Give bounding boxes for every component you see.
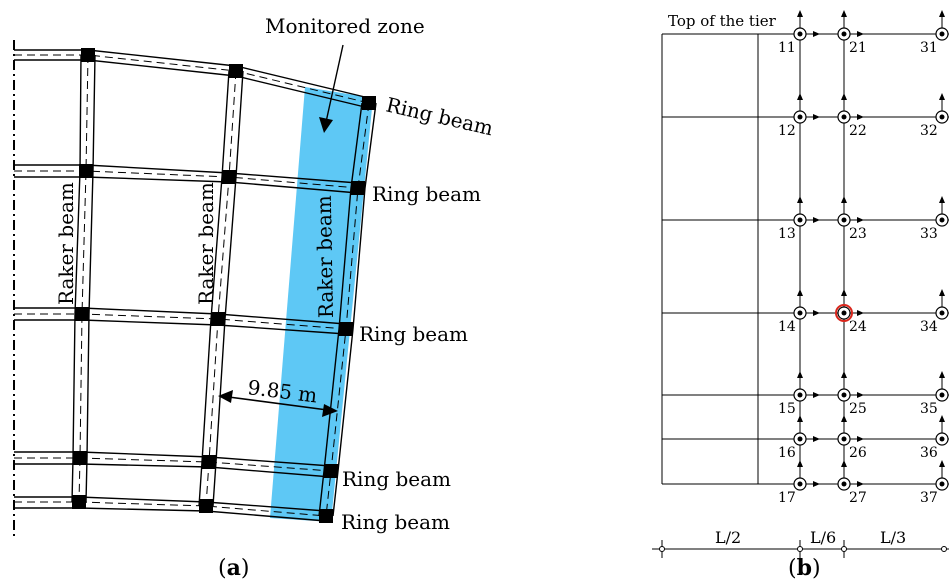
sensor-node-12: 12 bbox=[778, 93, 820, 139]
top-of-tier-label: Top of the tier bbox=[668, 12, 777, 30]
joint-node bbox=[351, 181, 365, 195]
sensor-node-25: 25 bbox=[837, 371, 867, 417]
sensor-node-21: 21 bbox=[837, 10, 867, 56]
sensor-label-25: 25 bbox=[849, 401, 867, 417]
sensor-node-37: 37 bbox=[920, 460, 949, 506]
sensor-node-32: 32 bbox=[920, 93, 949, 139]
joint-node bbox=[229, 64, 243, 78]
sensor-node-36: 36 bbox=[920, 415, 949, 461]
joint-node bbox=[362, 96, 376, 110]
sensor-node-33: 33 bbox=[920, 196, 949, 242]
monitored-zone-label: Monitored zone bbox=[265, 14, 425, 38]
sensor-node-16: 16 bbox=[778, 415, 820, 461]
sensor-label-22: 22 bbox=[849, 123, 867, 139]
caption-b: (b) bbox=[788, 555, 821, 581]
sensor-label-26: 26 bbox=[849, 445, 867, 461]
span-arrowhead-right bbox=[322, 404, 338, 417]
sensor-node-22: 22 bbox=[837, 93, 867, 139]
joint-node bbox=[339, 322, 353, 336]
sensor-label-33: 33 bbox=[920, 226, 938, 242]
ring-beams bbox=[14, 49, 370, 522]
span-arrowhead-left bbox=[218, 390, 233, 403]
joint-node bbox=[199, 499, 213, 513]
sensor-node-34: 34 bbox=[920, 289, 949, 335]
raker-beam-label-3: Raker beam bbox=[312, 195, 338, 318]
joint-node bbox=[72, 495, 86, 509]
joint-node bbox=[81, 48, 95, 62]
raker-beam-label-1: Raker beam bbox=[54, 182, 78, 305]
sensor-label-37: 37 bbox=[920, 490, 938, 506]
sensor-label-16: 16 bbox=[778, 445, 796, 461]
sensor-node-35: 35 bbox=[920, 371, 949, 417]
sensor-label-12: 12 bbox=[778, 123, 796, 139]
sensor-node-15: 15 bbox=[778, 371, 820, 417]
sensor-label-31: 31 bbox=[920, 40, 938, 56]
joint-node bbox=[222, 170, 236, 184]
sensor-nodes: 11 12 13 14 15 16 17 21 22 23 24 25 26 27 31 32 33 34 35 36… bbox=[778, 10, 949, 506]
sensor-node-26: 26 bbox=[837, 415, 867, 461]
sensor-label-15: 15 bbox=[778, 401, 796, 417]
monitored-zone-highlight bbox=[270, 87, 373, 522]
dim-label-half: L/2 bbox=[715, 528, 741, 547]
sensor-label-34: 34 bbox=[920, 319, 938, 335]
sensor-node-11: 11 bbox=[778, 10, 820, 56]
dim-label-sixth: L/6 bbox=[810, 528, 836, 547]
sensor-label-14: 14 bbox=[778, 319, 796, 335]
sensor-node-13: 13 bbox=[778, 196, 820, 242]
joint-node bbox=[79, 164, 93, 178]
caption-a: (a) bbox=[218, 555, 249, 581]
sensor-node-14: 14 bbox=[778, 289, 820, 335]
ring-beam-label-4: Ring beam bbox=[342, 467, 451, 491]
sensor-label-27: 27 bbox=[849, 490, 867, 506]
sensor-label-11: 11 bbox=[778, 40, 796, 56]
sensor-label-21: 21 bbox=[849, 40, 867, 56]
sensor-label-32: 32 bbox=[920, 123, 938, 139]
highlighted-sensor-ring bbox=[835, 304, 853, 322]
monitored-zone-arrow bbox=[325, 44, 344, 123]
panel-b: Top of the tier 11 12 13 14 15 16 17 21 22 23 24 25… bbox=[652, 10, 949, 558]
dim-label-third: L/3 bbox=[880, 528, 906, 547]
joint-node bbox=[73, 451, 87, 465]
joint-node bbox=[202, 455, 216, 469]
sensor-node-31: 31 bbox=[920, 10, 949, 56]
span-dimension-line bbox=[220, 395, 336, 412]
monitored-zone-arrowhead bbox=[319, 117, 333, 133]
sensor-label-17: 17 bbox=[778, 490, 796, 506]
ring-beam-label-5: Ring beam bbox=[341, 510, 450, 534]
sensor-label-35: 35 bbox=[920, 401, 938, 417]
sensor-label-36: 36 bbox=[920, 445, 938, 461]
plan-grid bbox=[661, 33, 949, 485]
plan-dimension bbox=[652, 540, 949, 558]
joint-node bbox=[319, 509, 333, 523]
raker-beam-label-2: Raker beam bbox=[194, 182, 218, 305]
sensor-label-13: 13 bbox=[778, 226, 796, 242]
joint-node bbox=[75, 307, 89, 321]
sensor-label-24: 24 bbox=[849, 319, 867, 335]
joint-node bbox=[324, 464, 338, 478]
panel-a: Monitored zone Ring beam Ring beam Ring … bbox=[13, 14, 496, 538]
ring-beam-label-3: Ring beam bbox=[359, 322, 468, 346]
joint-node bbox=[211, 312, 225, 326]
sensor-label-23: 23 bbox=[849, 226, 867, 242]
ring-beam-label-1: Ring beam bbox=[384, 92, 496, 140]
ring-beam-label-2: Ring beam bbox=[372, 182, 481, 206]
sensor-node-23: 23 bbox=[837, 196, 867, 242]
sensor-node-27: 27 bbox=[837, 460, 867, 506]
joint-nodes bbox=[72, 48, 376, 523]
sensor-node-17: 17 bbox=[778, 460, 820, 506]
